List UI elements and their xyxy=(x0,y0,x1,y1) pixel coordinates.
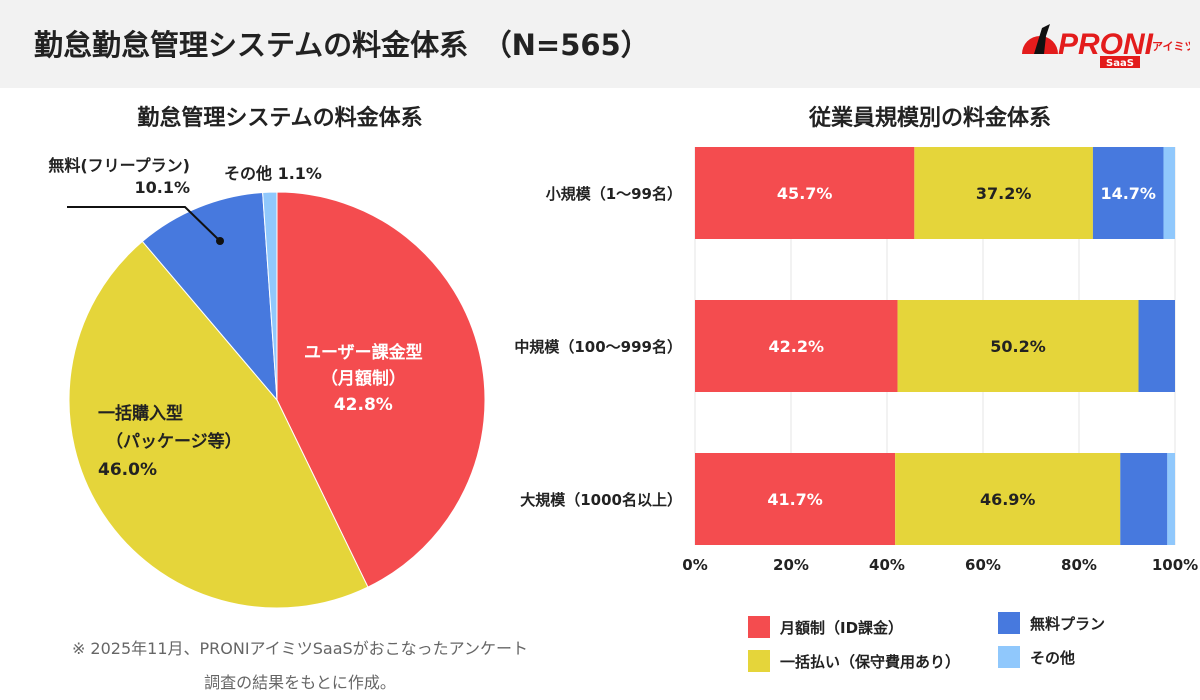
footnote-line-1: ※ 2025年11月、PRONIアイミツSaaSがおこなったアンケート xyxy=(71,639,529,658)
category-label: 中規模（100〜999名） xyxy=(514,338,682,356)
bar-title: 従業員規模別の料金体系 xyxy=(808,106,1051,131)
leader-dot xyxy=(216,237,224,245)
bar-segment-onetime xyxy=(895,453,1121,545)
bar-data-label: 14.7% xyxy=(1100,184,1156,203)
x-tick-label: 0% xyxy=(682,556,707,574)
svg-text:PRONI: PRONI xyxy=(1058,28,1154,61)
pie-label-free: 無料(フリープラン) 10.1% xyxy=(48,156,190,197)
bar-data-label: 42.2% xyxy=(769,337,825,356)
bar-data-label: 50.2% xyxy=(990,337,1046,356)
bar-data-label: 41.7% xyxy=(767,490,823,509)
bar-segment-other xyxy=(1167,453,1175,545)
pie-label-onetime: 一括購入型 （パッケージ等） 46.0% xyxy=(98,404,242,480)
x-tick-label: 80% xyxy=(1061,556,1097,574)
bar-segment-free xyxy=(1138,300,1175,392)
legend-free: 無料プラン xyxy=(998,612,1105,634)
bar-segment-monthly xyxy=(695,147,915,239)
bar-segment-monthly xyxy=(695,300,898,392)
svg-text:SaaS: SaaS xyxy=(1106,58,1134,69)
leader-line xyxy=(67,206,221,242)
category-label: 小規模（1〜99名） xyxy=(546,185,682,203)
proni-logo: PRONI アイミツ SaaS xyxy=(1020,18,1190,70)
pie-label-other: その他 1.1% xyxy=(224,164,322,183)
x-tick-label: 20% xyxy=(773,556,809,574)
page-title: 勤怠勤怠管理システムの料金体系 （N=565） xyxy=(34,28,650,62)
legend-monthly: 月額制（ID課金） xyxy=(748,616,903,638)
footnote-line-2: 調査の結果をもとに作成。 xyxy=(204,673,396,692)
pie-label-monthly: ユーザー課金型 （月額制） 42.8% xyxy=(304,343,423,415)
x-tick-label: 40% xyxy=(869,556,905,574)
pie-slice-other xyxy=(262,191,278,401)
svg-text:アイミツ: アイミツ xyxy=(1152,40,1190,53)
category-label: 大規模（1000名以上） xyxy=(520,491,682,509)
bar-segment-other xyxy=(1163,147,1175,239)
bar-segment-monthly xyxy=(695,453,896,545)
bar-data-label: 46.9% xyxy=(980,490,1036,509)
pie-title: 勤怠管理システムの料金体系 xyxy=(137,106,423,131)
pie-slice-free xyxy=(141,191,278,402)
bar-data-label: 37.2% xyxy=(976,184,1032,203)
bar-segment-onetime xyxy=(897,300,1139,392)
x-tick-label: 100% xyxy=(1152,556,1198,574)
pie-slice-onetime xyxy=(68,240,369,609)
header: 勤怠勤怠管理システムの料金体系 （N=565） PRONI アイミツ SaaS xyxy=(0,0,1200,88)
legend-other: その他 xyxy=(998,646,1075,668)
legend-onetime: 一括払い（保守費用あり） xyxy=(748,650,960,672)
bar-segment-free xyxy=(1120,453,1168,545)
bar-data-label: 45.7% xyxy=(777,184,833,203)
x-tick-label: 60% xyxy=(965,556,1001,574)
bar-segment-free xyxy=(1092,147,1164,239)
bar-segment-onetime xyxy=(914,147,1093,239)
pie-slice-monthly xyxy=(276,191,486,588)
